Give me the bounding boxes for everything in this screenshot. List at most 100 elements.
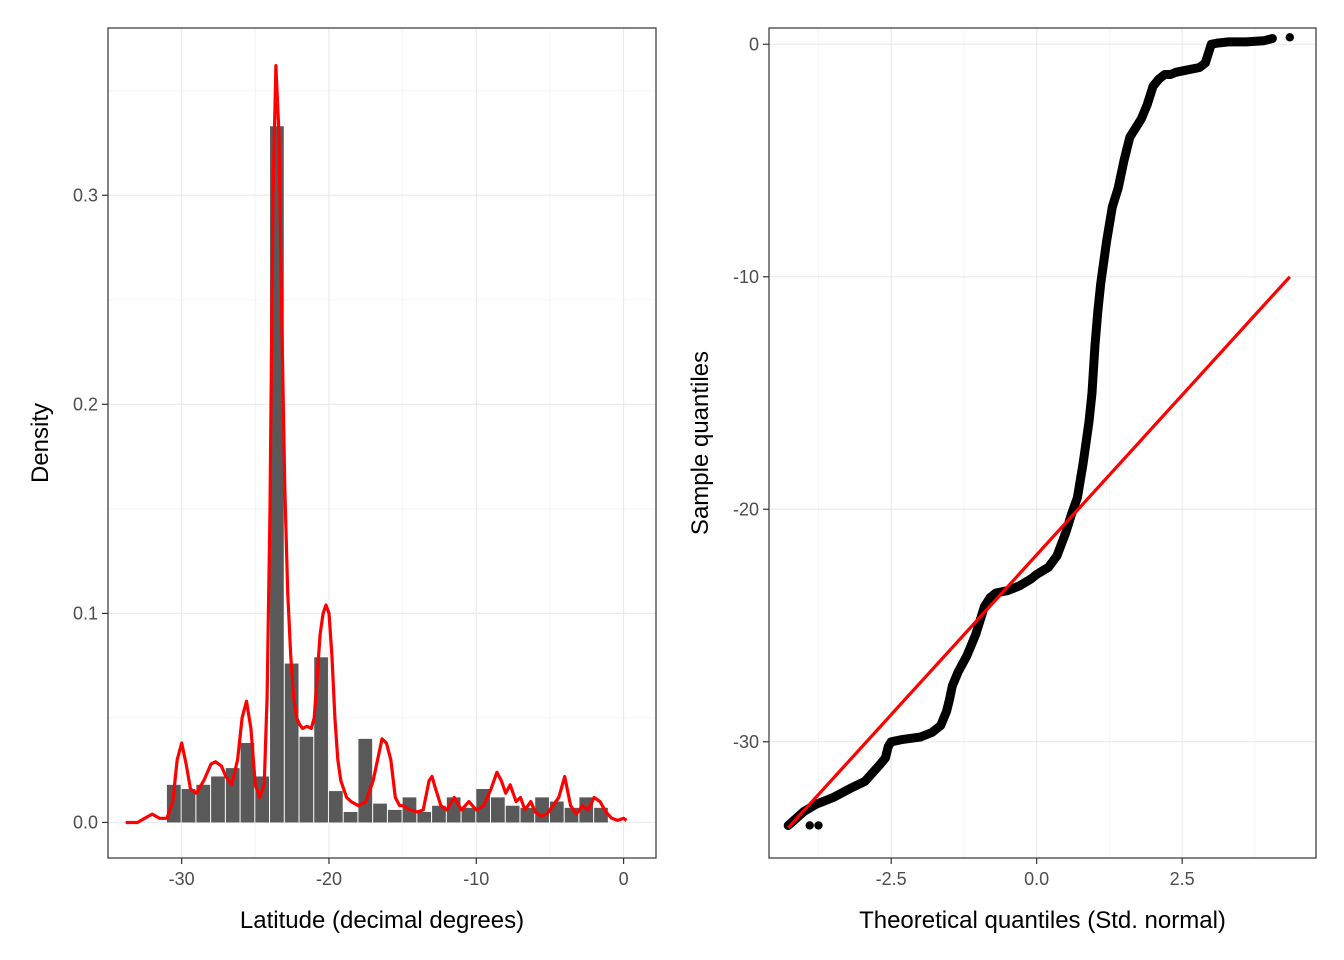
qq-point <box>814 821 823 830</box>
qq-point <box>1087 388 1097 398</box>
qq-point <box>828 793 838 802</box>
qq-point <box>1224 37 1233 47</box>
histogram-y-tick-label: 0.0 <box>73 812 98 832</box>
qq-y-tick-label: -30 <box>733 732 759 752</box>
qq-grid <box>769 28 1316 858</box>
qq-point <box>1212 38 1222 48</box>
histogram-y-tick-label: 0.3 <box>73 185 98 205</box>
qq-point <box>1285 33 1295 42</box>
qq-plot-panel: -2.5 0.0 2.5 0 -10 -20 -30 Theoretical quanti… <box>687 27 1317 934</box>
histogram-y-ticks: 0.0 0.1 0.2 0.3 <box>73 185 108 832</box>
qq-x-tick-label: 0.0 <box>1024 869 1049 889</box>
qq-point <box>939 714 948 723</box>
qq-point <box>1148 81 1158 91</box>
qq-point <box>1084 416 1094 426</box>
histogram-bar <box>181 789 196 823</box>
qq-point <box>875 760 884 770</box>
qq-point <box>942 707 951 716</box>
qq-point <box>1073 493 1082 502</box>
histogram-grid <box>108 28 656 858</box>
qq-point <box>1052 551 1062 560</box>
histogram-bar <box>387 809 402 823</box>
qq-reference-line-group <box>787 275 1291 829</box>
qq-point <box>846 784 855 793</box>
histogram-x-tick-label: -30 <box>169 869 195 889</box>
histogram-bar <box>358 738 373 823</box>
histogram-plot-border <box>107 27 657 859</box>
histogram-bar <box>240 743 255 823</box>
qq-point <box>1131 123 1140 133</box>
qq-point <box>927 728 937 737</box>
qq-point <box>1201 58 1210 68</box>
histogram-bar <box>196 784 211 823</box>
qq-point <box>1137 114 1146 123</box>
qq-point <box>916 732 925 742</box>
qq-point <box>1096 279 1105 288</box>
qq-point <box>1160 70 1169 79</box>
qq-point <box>1032 570 1041 579</box>
density-curve-group <box>125 63 628 825</box>
qq-point <box>1113 184 1123 193</box>
qq-x-axis-title: Theoretical quantiles (Std. normal) <box>859 907 1226 934</box>
qq-point <box>1093 307 1102 316</box>
qq-point <box>1119 156 1129 165</box>
qq-point <box>898 735 908 744</box>
qq-y-tick-label: 0 <box>749 34 759 54</box>
qq-point <box>1026 574 1036 584</box>
qq-point <box>1259 36 1268 45</box>
histogram-bar <box>343 812 358 823</box>
qq-point <box>1183 65 1193 75</box>
histogram-y-tick-label: 0.1 <box>73 603 98 623</box>
histogram-bar <box>299 736 314 823</box>
qq-point <box>1154 74 1164 84</box>
histogram-bar <box>211 776 225 823</box>
qq-x-tick-label: 2.5 <box>1170 869 1195 889</box>
histogram-bar <box>491 797 505 823</box>
qq-point <box>1090 342 1100 351</box>
qq-point <box>1172 67 1181 77</box>
histogram-x-tick-label: -20 <box>316 869 342 889</box>
qq-points <box>783 33 1295 830</box>
qq-x-tick-label: -2.5 <box>876 869 907 889</box>
qq-point <box>985 593 995 602</box>
histogram-x-axis-title: Latitude (decimal degrees) <box>240 907 524 934</box>
histogram-x-ticks: -30 -20 -10 0 <box>169 858 629 889</box>
qq-plot-border <box>768 27 1317 859</box>
qq-point <box>805 821 814 830</box>
qq-point <box>1125 133 1134 142</box>
qq-point <box>962 651 972 660</box>
qq-sample-points-band <box>783 34 1277 830</box>
histogram-y-tick-label: 0.2 <box>73 394 98 414</box>
qq-point <box>1079 458 1088 467</box>
qq-point <box>860 777 870 786</box>
histogram-bar <box>520 807 535 823</box>
histogram-bar <box>432 805 446 823</box>
histogram-bar <box>535 797 549 823</box>
qq-point <box>953 667 963 677</box>
qq-x-ticks: -2.5 0.0 2.5 <box>876 858 1195 889</box>
histogram-bar <box>505 805 520 823</box>
qq-point <box>1195 63 1204 72</box>
qq-point <box>1102 237 1111 247</box>
qq-point <box>811 800 820 809</box>
histogram-x-tick-label: 0 <box>619 869 629 889</box>
qq-point <box>971 630 980 640</box>
density-curve <box>125 63 628 825</box>
qq-point <box>1268 34 1277 43</box>
histogram-bar <box>314 657 328 823</box>
histogram-y-axis-title: Density <box>27 403 54 483</box>
qq-reference-line <box>787 275 1291 829</box>
qq-point <box>1061 528 1070 537</box>
qq-point <box>1241 37 1251 47</box>
qq-point <box>1015 581 1024 591</box>
histogram-bar <box>373 803 387 823</box>
histogram-panel: -30 -20 -10 0 0.0 0.1 0.2 0.3 Latitude (decima… <box>27 27 657 934</box>
qq-point <box>1143 100 1152 109</box>
qq-point <box>1204 49 1213 58</box>
qq-point <box>936 721 945 730</box>
qq-y-tick-label: -20 <box>733 499 759 519</box>
qq-y-ticks: 0 -10 -20 -30 <box>733 34 769 752</box>
qq-point <box>948 681 957 691</box>
histogram-bar <box>255 776 270 823</box>
